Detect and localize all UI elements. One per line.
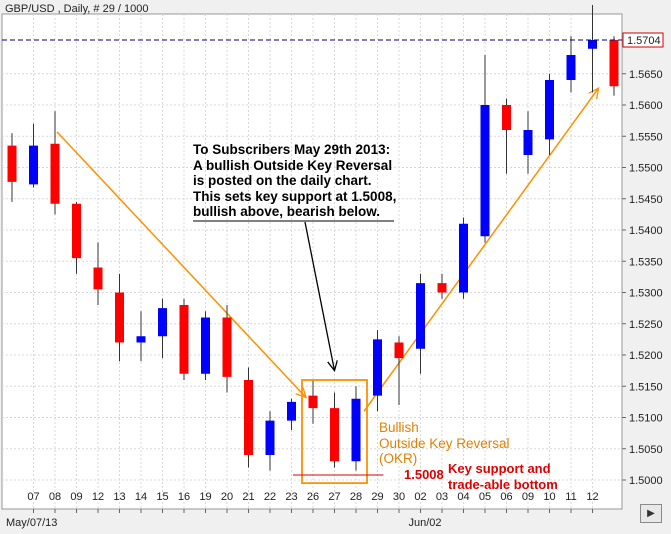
x-tick-label: 12: [92, 491, 104, 503]
candle-body: [115, 292, 124, 343]
y-tick-label: 1.5250: [629, 319, 663, 331]
candle-body: [609, 40, 619, 87]
y-tick-label: 1.5350: [629, 256, 663, 268]
y-tick-label: 1.5050: [629, 444, 663, 456]
subscriber-note-line: A bullish Outside Key Reversal: [193, 157, 393, 173]
x-tick-label: 29: [371, 491, 383, 503]
support-label-line: trade-able bottom: [448, 476, 558, 492]
candle-body: [72, 203, 81, 259]
y-tick-label: 1.5150: [629, 381, 663, 393]
x-tick-label: 13: [113, 491, 125, 503]
okr-label: Bullish Outside Key Reversal (OKR): [379, 420, 510, 467]
candle-body: [93, 267, 103, 290]
support-label: Key support and trade-able bottom: [448, 461, 558, 492]
x-tick-label: 21: [242, 491, 254, 503]
subscriber-note-line: This sets key support at 1.5008,: [193, 188, 397, 204]
x-tick-label: 05: [479, 491, 491, 503]
candle-body: [7, 145, 17, 182]
candle-body: [437, 283, 447, 293]
support-label-line: Key support and: [448, 461, 551, 476]
x-tick-label: 23: [285, 491, 297, 503]
x-tick-label: 30: [393, 491, 405, 503]
candle-body: [523, 130, 533, 155]
subscriber-note-line: To Subscribers May 29th 2013:: [193, 142, 391, 157]
x-tick-label: 15: [156, 491, 168, 503]
candle-body: [373, 339, 382, 396]
x-tick-label: 04: [457, 491, 469, 503]
x-tick-label: 09: [70, 491, 82, 503]
candle-body: [588, 40, 597, 49]
candle-body: [222, 317, 232, 377]
candle-body: [566, 55, 576, 80]
candle-body: [502, 105, 511, 130]
subscriber-note-line: is posted on the daily chart.: [193, 173, 372, 188]
candle-body: [480, 105, 490, 237]
x-tick-label: 28: [350, 491, 362, 503]
y-tick-label: 1.5300: [629, 288, 663, 300]
y-tick-label: 1.5100: [629, 413, 663, 425]
okr-label-line: (OKR): [379, 451, 418, 466]
chart-title: GBP/USD , Daily, # 29 / 1000: [5, 3, 148, 15]
x-date-label: May/07/13: [6, 517, 57, 529]
x-tick-label: 16: [178, 491, 190, 503]
downtrend-arrow: [56, 131, 306, 398]
candle-body: [136, 336, 146, 343]
x-tick-label: 11: [565, 491, 576, 503]
subscriber-note-line: bullish above, bearish below.: [193, 204, 381, 219]
y-tick-label: 1.5550: [629, 131, 663, 143]
y-tick-label: 1.5500: [629, 163, 663, 175]
candle-body: [308, 395, 318, 409]
candle-body: [201, 317, 210, 374]
chevron-right-icon: ▶: [647, 508, 655, 519]
x-tick-label: 07: [27, 491, 39, 503]
scroll-right-button[interactable]: ▶: [640, 504, 662, 523]
y-tick-label: 1.5200: [629, 350, 663, 362]
x-tick-label: 27: [328, 491, 340, 503]
candle-body: [394, 342, 404, 359]
y-tick-label: 1.5450: [629, 194, 663, 206]
x-tick-label: 19: [199, 491, 211, 503]
x-tick-label: 20: [221, 491, 233, 503]
x-tick-label: 12: [586, 491, 598, 503]
candle-body: [50, 143, 60, 204]
candle-body: [416, 283, 425, 349]
okr-label-line: Outside Key Reversal: [379, 435, 510, 451]
candle-body: [545, 80, 554, 140]
candle-body: [351, 398, 361, 462]
x-tick-label: 06: [500, 491, 512, 503]
y-tick-label: 1.5600: [629, 100, 663, 112]
x-tick-label: 09: [522, 491, 534, 503]
okr-label-line: Bullish: [379, 420, 419, 435]
x-tick-label: 10: [543, 491, 555, 503]
candle-body: [287, 401, 296, 421]
candle-body: [29, 145, 38, 185]
candle-body: [244, 380, 253, 455]
candle-body: [459, 223, 468, 293]
candle-body: [330, 408, 339, 462]
candle-body: [179, 305, 189, 374]
y-tick-label: 1.5400: [629, 225, 663, 237]
candle-body: [158, 308, 167, 337]
y-tick-label: 1.5650: [629, 69, 663, 81]
note-pointer-arrow: [304, 221, 335, 371]
current-price-box: [622, 32, 664, 48]
x-tick-label: 02: [414, 491, 426, 503]
x-tick-label: 08: [49, 491, 61, 503]
okr-highlight-box: [301, 379, 368, 485]
support-value-label: 1.5008: [404, 467, 444, 482]
subscriber-note: To Subscribers May 29th 2013: A bullish …: [193, 142, 396, 220]
x-tick-label: 03: [436, 491, 448, 503]
x-tick-label: 22: [264, 491, 276, 503]
x-tick-label: 26: [307, 491, 319, 503]
x-tick-label: 14: [135, 491, 147, 503]
candle-body: [265, 420, 275, 455]
x-date-label: Jun/02: [409, 517, 442, 529]
current-price-label: 1.5704: [627, 35, 661, 47]
y-tick-label: 1.5000: [629, 475, 663, 487]
